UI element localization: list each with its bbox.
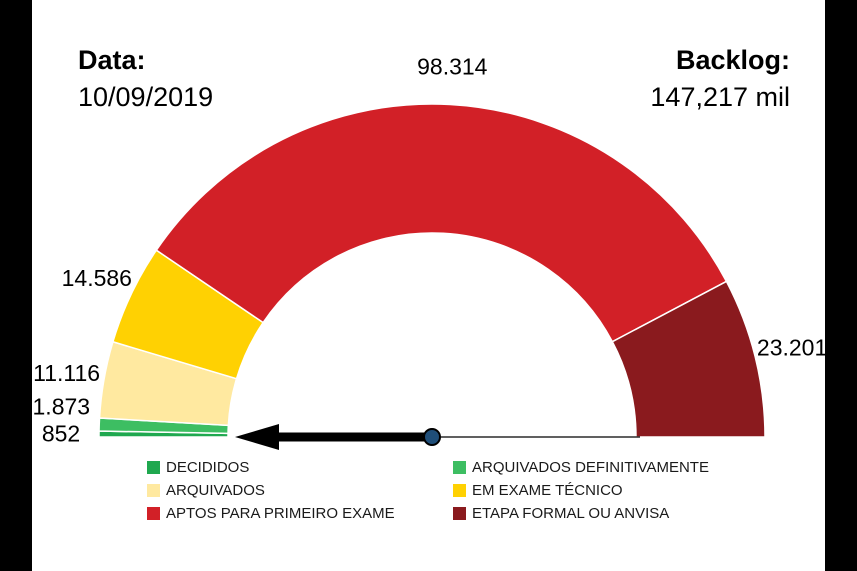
gauge-segment-etapa-formal-ou-anvisa [611, 280, 766, 438]
date-value: 10/09/2019 [78, 82, 214, 112]
segment-value-etapa-formal-ou-anvisa: 23.201 [757, 335, 827, 361]
date-label: Data: [78, 45, 146, 75]
legend-label: APTOS PARA PRIMEIRO EXAME [166, 505, 395, 522]
legend-swatch-icon [453, 507, 466, 520]
legend-swatch-icon [453, 461, 466, 474]
backlog-value: 147,217 mil [650, 82, 790, 112]
legend-item-arquivados-definitivamente: ARQUIVADOS DEFINITIVAMENTE [453, 460, 709, 475]
legend-swatch-icon [147, 461, 160, 474]
right-black-bar [825, 0, 857, 571]
legend-item-decididos: DECIDIDOS [147, 460, 453, 475]
segment-value-decididos: 852 [42, 421, 80, 447]
legend-item-aptos-para-primeiro-exame: APTOS PARA PRIMEIRO EXAME [147, 506, 453, 521]
backlog-block: Backlog: 147,217 mil [650, 42, 790, 116]
date-block: Data: 10/09/2019 [78, 42, 213, 116]
legend-swatch-icon [147, 507, 160, 520]
legend-item-em-exame-tecnico: EM EXAME TÉCNICO [453, 483, 709, 498]
legend-label: DECIDIDOS [166, 459, 250, 476]
legend-item-etapa-formal-ou-anvisa: ETAPA FORMAL OU ANVISA [453, 506, 709, 521]
needle-hub [423, 428, 441, 446]
legend-label: EM EXAME TÉCNICO [472, 482, 623, 499]
legend-item-arquivados: ARQUIVADOS [147, 483, 453, 498]
legend-label: ARQUIVADOS [166, 482, 265, 499]
legend-label: ETAPA FORMAL OU ANVISA [472, 505, 670, 522]
segment-value-aptos-para-primeiro-exame: 98.314 [417, 54, 488, 80]
gauge-segment-aptos-para-primeiro-exame [155, 103, 728, 343]
legend-swatch-icon [453, 484, 466, 497]
segment-value-arquivados-definitivamente: 1.873 [33, 394, 91, 420]
needle-arrowhead [235, 424, 279, 450]
legend-label: ARQUIVADOS DEFINITIVAMENTE [472, 459, 709, 476]
segment-value-em-exame-tecnico: 14.586 [62, 265, 132, 291]
segment-value-arquivados: 11.116 [33, 360, 100, 386]
chart-legend: DECIDIDOS ARQUIVADOS DEFINITIVAMENTE ARQUI… [147, 460, 709, 521]
left-black-bar [0, 0, 32, 571]
backlog-label: Backlog: [675, 45, 790, 75]
legend-swatch-icon [147, 484, 160, 497]
